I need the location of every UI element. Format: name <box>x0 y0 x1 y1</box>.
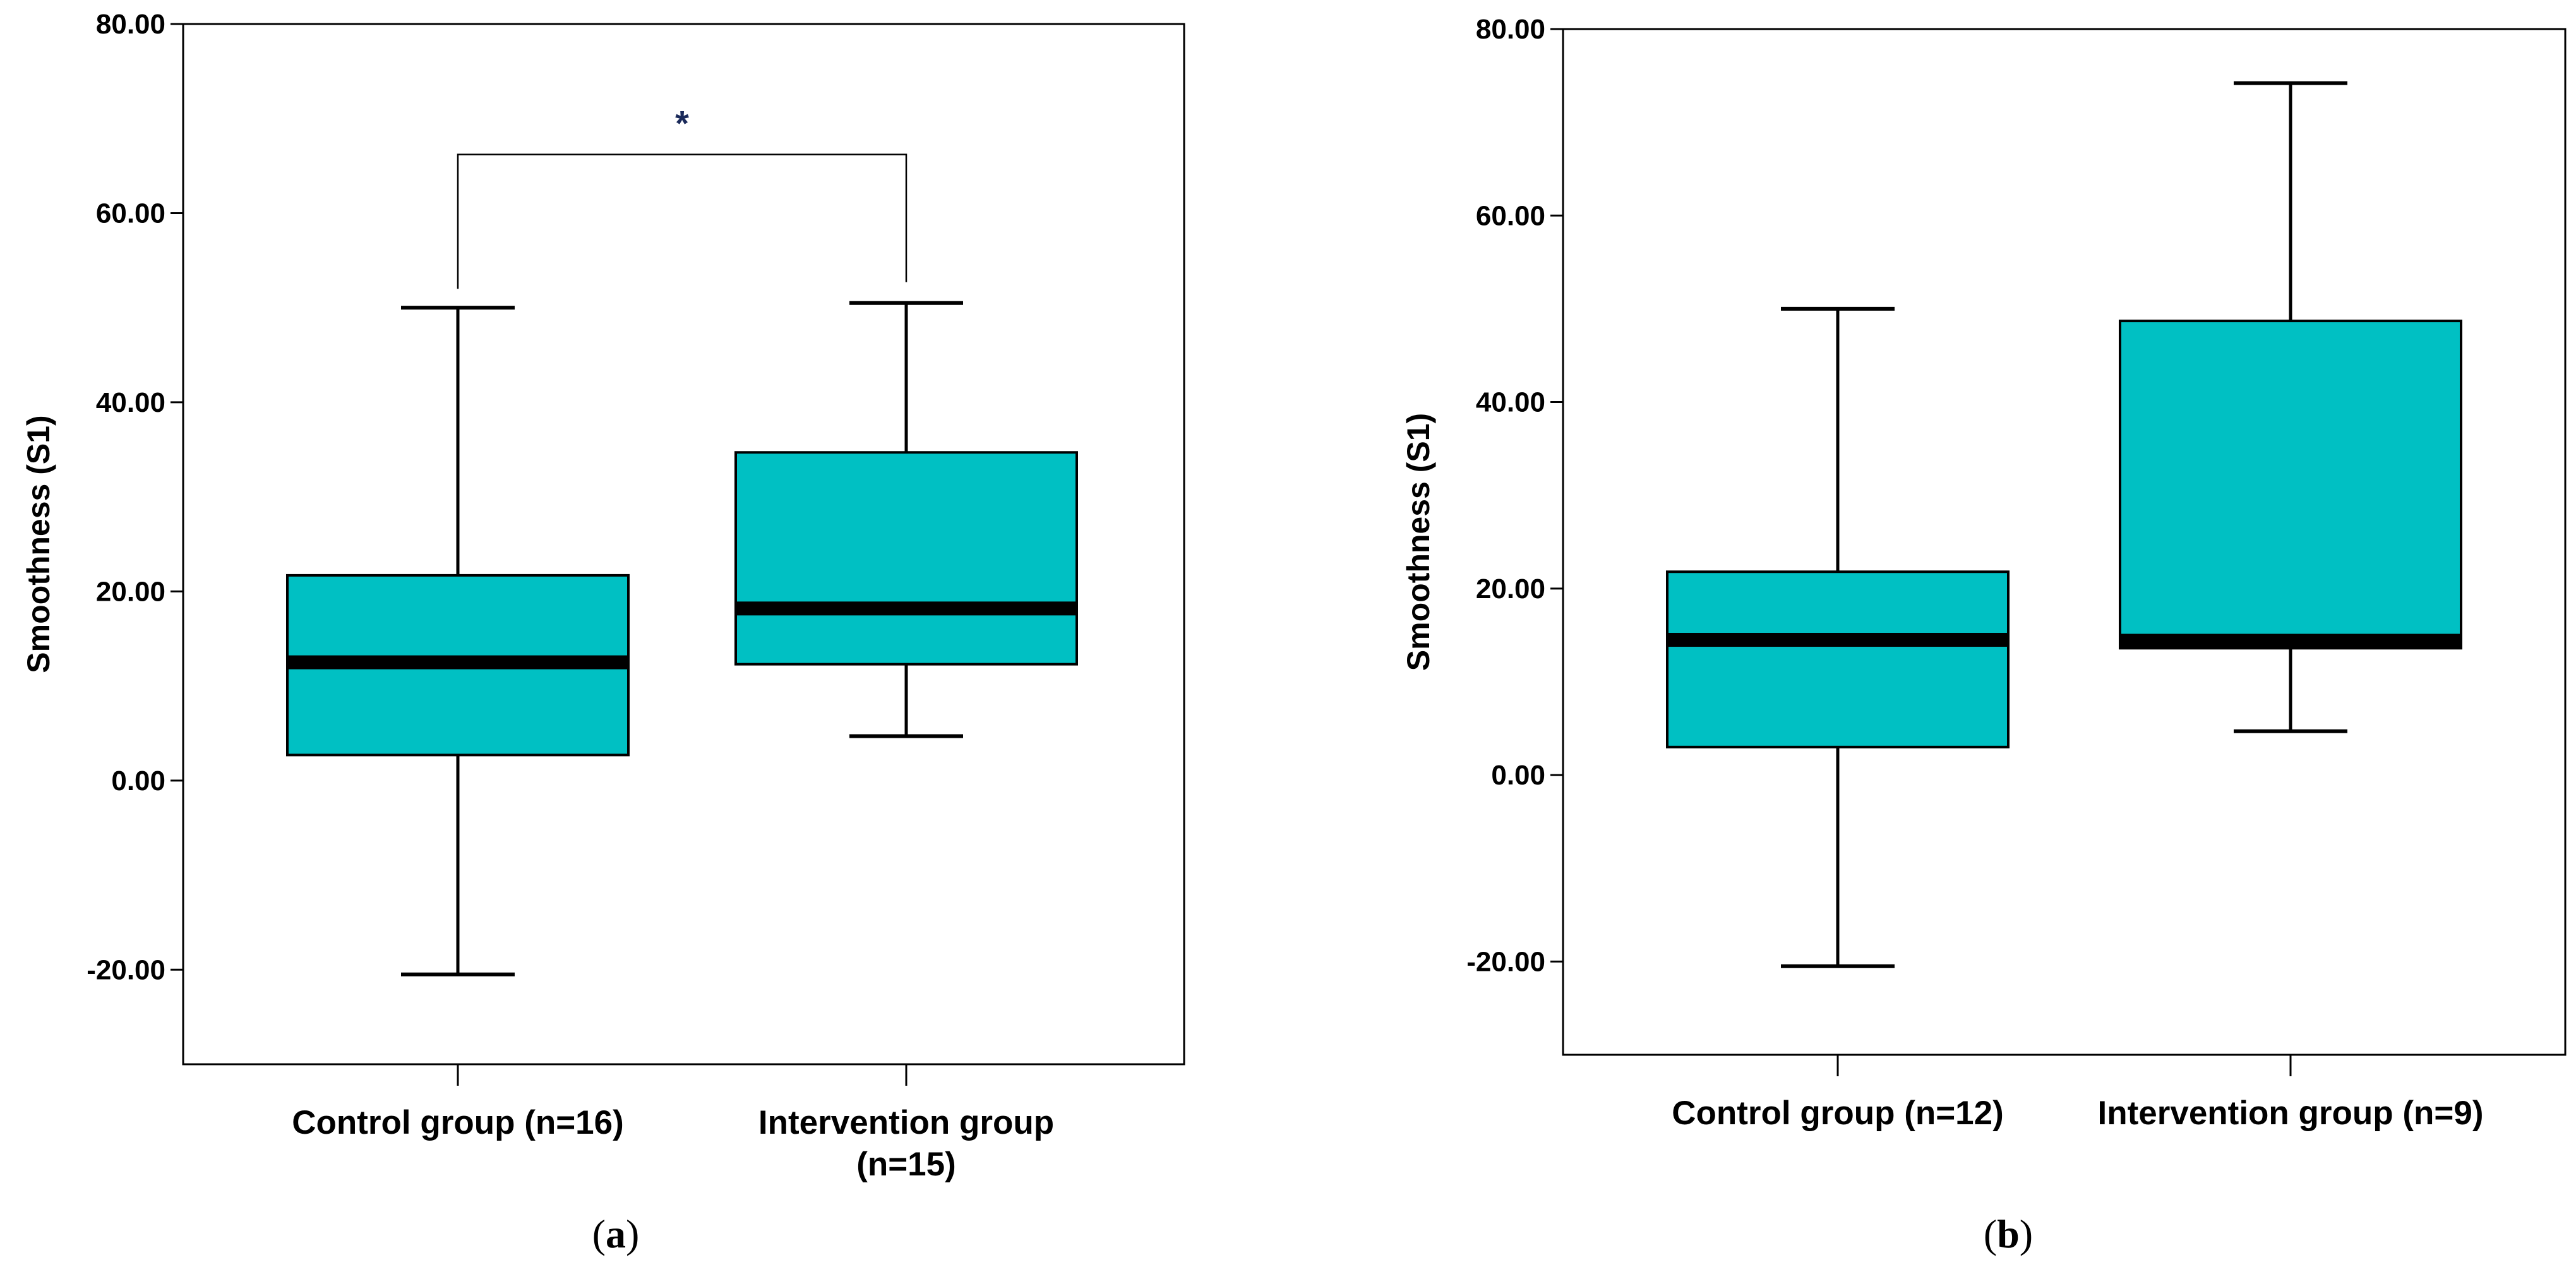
panel-label-close: ) <box>626 1211 639 1256</box>
panel-label-letter: a <box>606 1211 626 1256</box>
y-tick-label: 0.00 <box>1491 760 1545 791</box>
y-tick-label: 80.00 <box>96 9 165 40</box>
y-tick-label: 20.00 <box>1476 573 1545 604</box>
significance-bracket <box>457 153 908 289</box>
plot-frame <box>182 23 1185 1066</box>
chart-panel-a: 80.00 60.00 40.00 20.00 0.00 -20.00 Smoothness… <box>21 9 1185 1256</box>
category-label: Control group (n=12) <box>1672 1095 2004 1132</box>
significance-marker: * <box>675 104 689 143</box>
iqr-box <box>734 451 1078 666</box>
plot-frame <box>1562 28 2567 1056</box>
category-label: Intervention group <box>758 1104 1054 1141</box>
panel-label-open: ( <box>592 1211 606 1256</box>
y-axis-title: Smoothness (S1) <box>1401 413 1436 671</box>
y-tick-label: 60.00 <box>1476 200 1545 231</box>
y-tick-label: 40.00 <box>1476 387 1545 418</box>
category-label: (n=15) <box>856 1146 956 1183</box>
chart-panel-b: 80.00 60.00 40.00 20.00 0.00 -20.00 Smoothness… <box>1401 14 2567 1256</box>
y-tick-label: 60.00 <box>96 198 165 229</box>
panel-label-close: ) <box>2020 1211 2033 1256</box>
y-tick-label: -20.00 <box>87 954 165 985</box>
category-label: Control group (n=16) <box>292 1104 624 1141</box>
iqr-box <box>1666 570 2010 748</box>
y-tick-label: 40.00 <box>96 387 165 418</box>
category-label: Intervention group (n=9) <box>2098 1095 2484 1132</box>
y-axis-title: Smoothness (S1) <box>21 415 56 673</box>
y-tick-label: 80.00 <box>1476 14 1545 45</box>
iqr-box <box>2119 320 2462 650</box>
panel-label: (a) <box>592 1211 640 1256</box>
panel-label: (b) <box>1984 1211 2033 1256</box>
panel-label-letter: b <box>1997 1211 2020 1256</box>
y-tick-label: -20.00 <box>1466 946 1545 977</box>
y-tick-label: 20.00 <box>96 576 165 607</box>
y-tick-label: 0.00 <box>111 766 165 796</box>
panel-label-open: ( <box>1984 1211 1997 1256</box>
